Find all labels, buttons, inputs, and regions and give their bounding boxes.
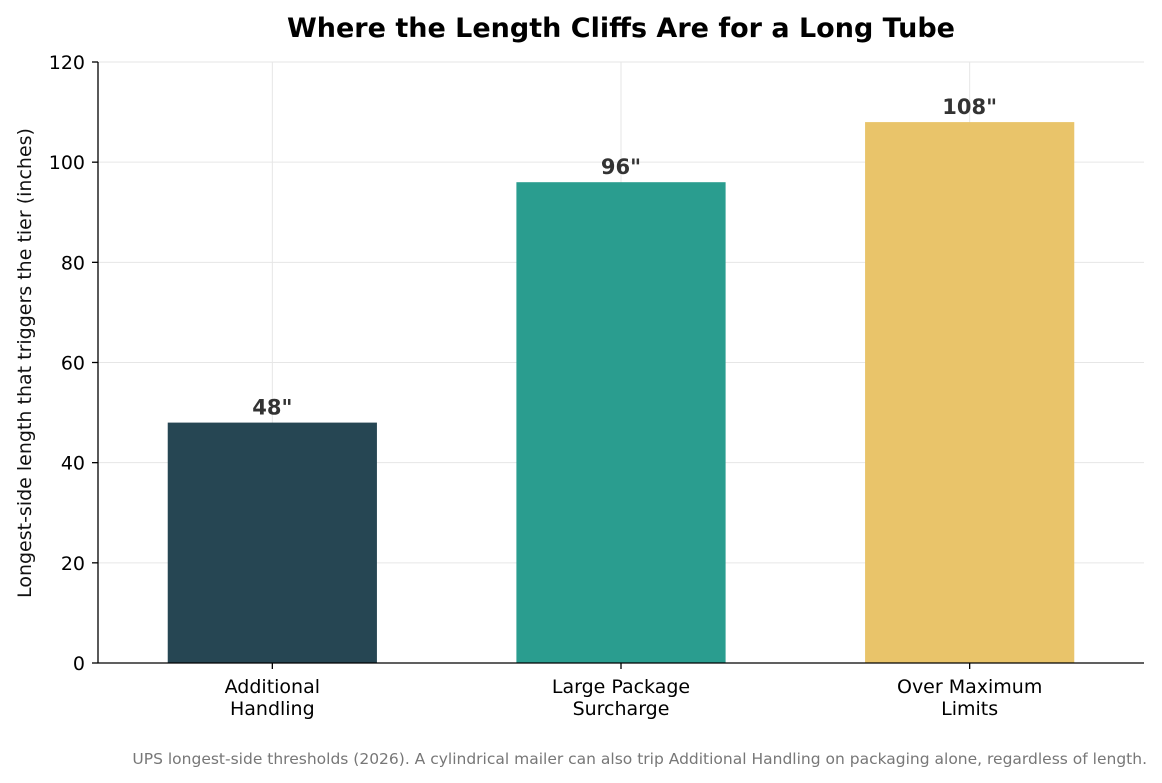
x-tick-label-line: Large Package: [552, 676, 690, 698]
bar-value-label: 96": [601, 155, 641, 179]
y-tick-label: 100: [49, 152, 85, 174]
bars: [167, 122, 1075, 664]
bar-value-labels: 48" 96" 108": [252, 95, 997, 420]
y-axis-label: Longest-side length that triggers the ti…: [14, 128, 36, 598]
y-tick-label: 120: [49, 52, 85, 74]
bar-2: [865, 122, 1075, 664]
x-tick-label-line: Surcharge: [573, 698, 670, 720]
chart-title: Where the Length Cliffs Are for a Long T…: [287, 13, 955, 44]
y-tick-label: 0: [73, 653, 85, 675]
y-tick-label: 40: [61, 453, 85, 475]
bar-1: [516, 182, 726, 663]
x-tick-label: Over Maximum Limits: [897, 676, 1042, 720]
y-axis-ticks: 0 20 40 60 80 100 120: [49, 52, 98, 675]
x-tick-label-line: Limits: [941, 698, 998, 720]
x-tick-label: Additional Handling: [225, 676, 320, 720]
x-tick-label-line: Handling: [230, 698, 315, 720]
bar-0: [167, 422, 377, 663]
y-tick-label: 20: [61, 553, 85, 575]
x-axis-ticks: Additional Handling Large Package Surcharge…: [225, 663, 1042, 720]
bar-value-label: 108": [942, 95, 997, 119]
y-tick-label: 80: [61, 252, 85, 274]
x-tick-label: Large Package Surcharge: [552, 676, 690, 720]
y-tick-label: 60: [61, 353, 85, 375]
bar-value-label: 48": [252, 396, 292, 420]
chart-footnote: UPS longest-side thresholds (2026). A cy…: [132, 750, 1147, 768]
x-tick-label-line: Additional: [225, 676, 320, 698]
x-tick-label-line: Over Maximum: [897, 676, 1042, 698]
